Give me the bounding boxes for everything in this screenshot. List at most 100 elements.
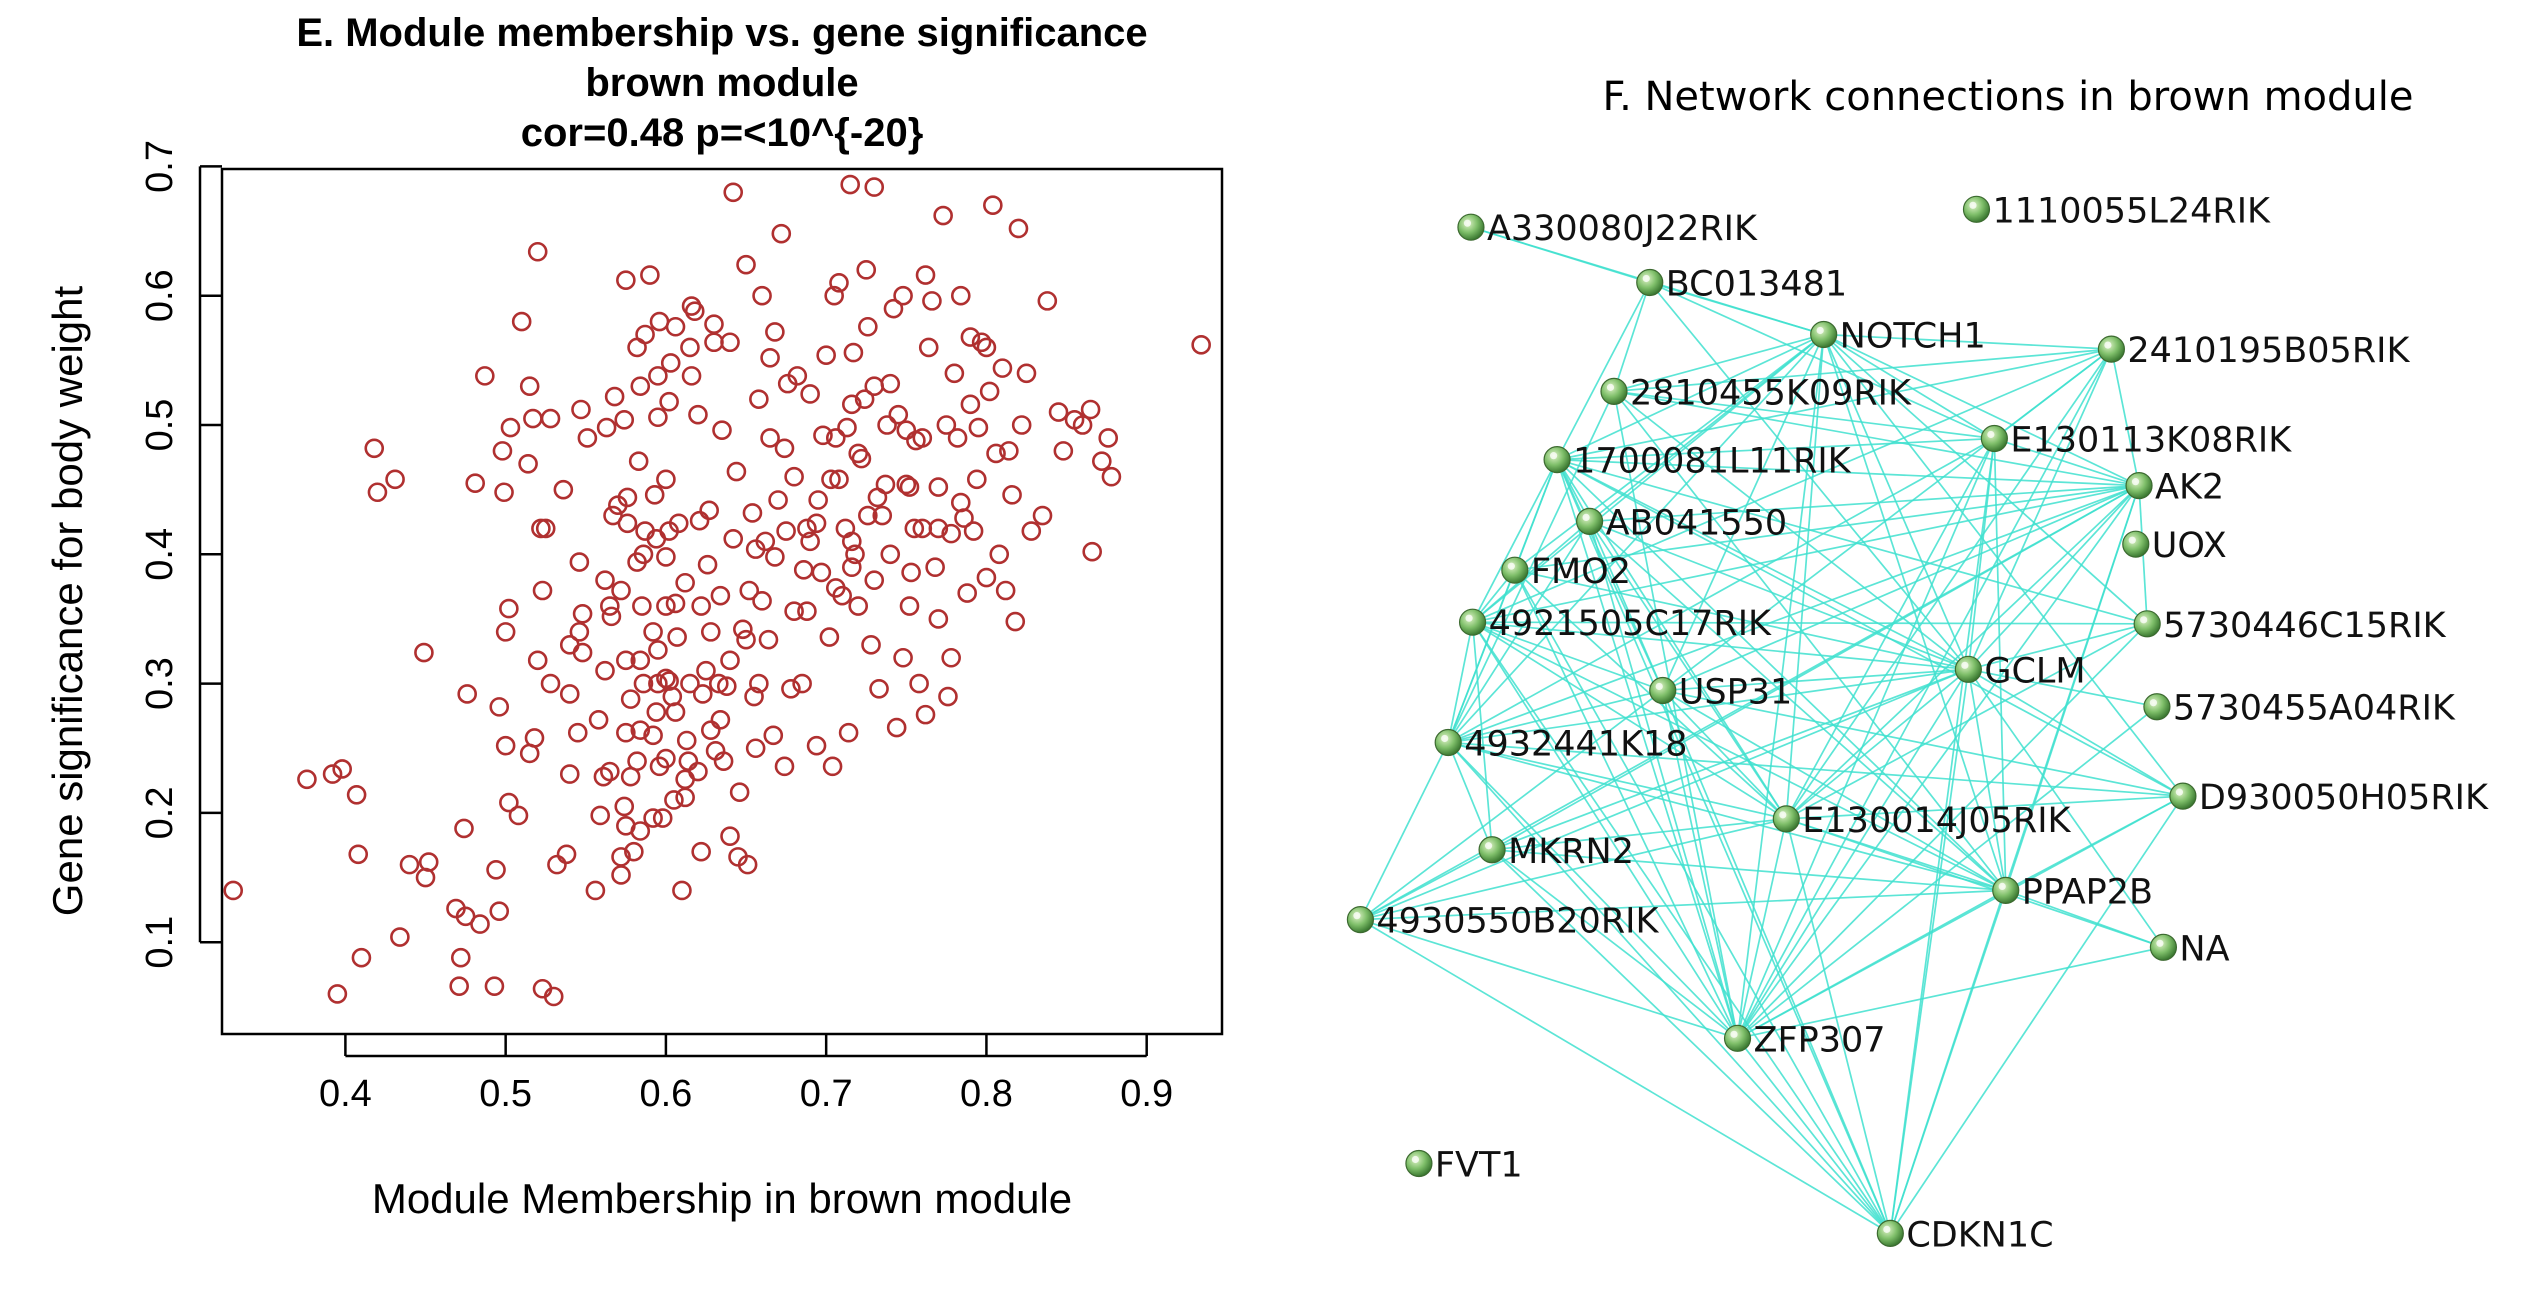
scatter-point — [691, 841, 711, 862]
scatter-point — [888, 404, 909, 425]
scatter-point — [928, 609, 949, 629]
scatter-point — [617, 513, 638, 534]
scatter-point — [1092, 451, 1112, 472]
scatter-point — [1053, 441, 1074, 461]
scatter-point — [845, 544, 865, 565]
scatter-point — [723, 182, 744, 203]
scatter-point — [616, 650, 636, 671]
scatter-point — [643, 622, 663, 642]
scatter-point — [950, 285, 971, 306]
scatter-point — [749, 673, 769, 694]
scatter-point — [1080, 399, 1101, 420]
scatter-point — [1191, 335, 1211, 355]
scatter-point — [800, 531, 820, 552]
network-edge — [1736, 818, 1788, 1039]
y-tick-label: 0.3 — [139, 657, 181, 710]
network-edge — [1447, 569, 1516, 743]
network-edge — [1785, 818, 1892, 1234]
network-node-highlight — [2104, 341, 2112, 349]
network-edge — [1471, 459, 1558, 623]
network-node-highlight — [2156, 939, 2164, 947]
scatter-point — [758, 629, 779, 650]
scatter-point — [527, 241, 548, 262]
network-node-label: NA — [2179, 929, 2229, 969]
network-node-highlight — [1507, 562, 1515, 570]
scatter-point — [963, 521, 984, 541]
scatter-point — [819, 627, 840, 647]
network-panel: F. Network connections in brown module A… — [1346, 74, 2489, 1255]
network-node-marker — [2143, 693, 2171, 721]
scatter-point — [553, 479, 574, 500]
scatter-point — [893, 285, 913, 306]
scatter-point — [729, 782, 750, 803]
scatter-point — [1002, 485, 1022, 505]
scatter-point — [418, 852, 439, 872]
scatter-point — [717, 676, 737, 696]
scatter-title-line-1: E. Module membership vs. gene significan… — [296, 11, 1147, 55]
scatter-point — [390, 927, 410, 947]
network-edge — [1447, 741, 1891, 1234]
scatter-point — [656, 547, 676, 567]
network-edge — [1360, 849, 1493, 921]
scatter-point — [918, 337, 939, 358]
scatter-point — [909, 673, 929, 694]
network-node-highlight — [2128, 536, 2136, 544]
network-edge — [1736, 668, 1970, 1039]
network-edge — [1447, 622, 1474, 743]
network-node-highlight — [1463, 219, 1472, 227]
scatter-point — [577, 428, 598, 448]
scatter-point — [559, 764, 580, 784]
scatter-point — [540, 673, 561, 694]
network-edge — [1472, 621, 1787, 820]
network-edges — [1359, 226, 2184, 1235]
scatter-point — [901, 562, 921, 583]
scatter-point — [808, 490, 828, 510]
scatter-point — [967, 469, 987, 490]
scatter-point — [656, 596, 676, 616]
network-edge — [1786, 795, 2183, 820]
x-tick-label: 0.6 — [639, 1073, 692, 1115]
scatter-point — [630, 720, 651, 740]
network-edge — [1492, 848, 2006, 892]
network-edge — [1993, 438, 2007, 891]
scatter-point — [595, 660, 615, 681]
scatter-point — [704, 314, 724, 334]
y-tick-label: 0.1 — [139, 916, 181, 969]
scatter-point — [840, 174, 861, 195]
network-title: F. Network connections in brown module — [1603, 74, 2414, 120]
scatter-point — [837, 417, 857, 438]
network-node: FMO2 — [1501, 552, 1631, 592]
scatter-point — [672, 880, 692, 901]
scatter-point — [696, 660, 716, 681]
scatter-point — [668, 513, 689, 534]
scatter-point — [1101, 466, 1122, 487]
scatter-point — [976, 337, 997, 358]
scatter-point — [941, 647, 961, 668]
network-edge — [1736, 348, 2113, 1039]
scatter-point — [643, 725, 663, 746]
scatter-point — [869, 678, 889, 699]
scatter-point — [519, 376, 540, 397]
scatter-point — [327, 984, 348, 1004]
network-node-highlight — [2149, 699, 2158, 707]
network-edge — [1556, 458, 2184, 797]
scatter-point — [665, 316, 686, 337]
scatter-point — [675, 787, 695, 808]
scatter-point — [489, 697, 510, 717]
scatter-point — [781, 678, 801, 699]
scatter-point — [776, 521, 796, 541]
scatter-point — [614, 796, 635, 817]
scatter-point — [737, 854, 758, 875]
scatter-point — [992, 358, 1013, 378]
scatter-plot-frame — [220, 167, 1224, 1036]
scatter-point — [842, 394, 862, 415]
scatter-point — [800, 384, 820, 404]
network-node-label: USP31 — [1679, 672, 1792, 712]
network-edge — [1514, 569, 1969, 671]
scatter-point — [854, 389, 875, 409]
scatter-point — [652, 808, 673, 828]
y-tick-label: 0.4 — [139, 528, 181, 581]
scatter-point — [543, 986, 564, 1007]
network-node-highlight — [1730, 1030, 1738, 1038]
network-edge — [1662, 689, 2184, 797]
